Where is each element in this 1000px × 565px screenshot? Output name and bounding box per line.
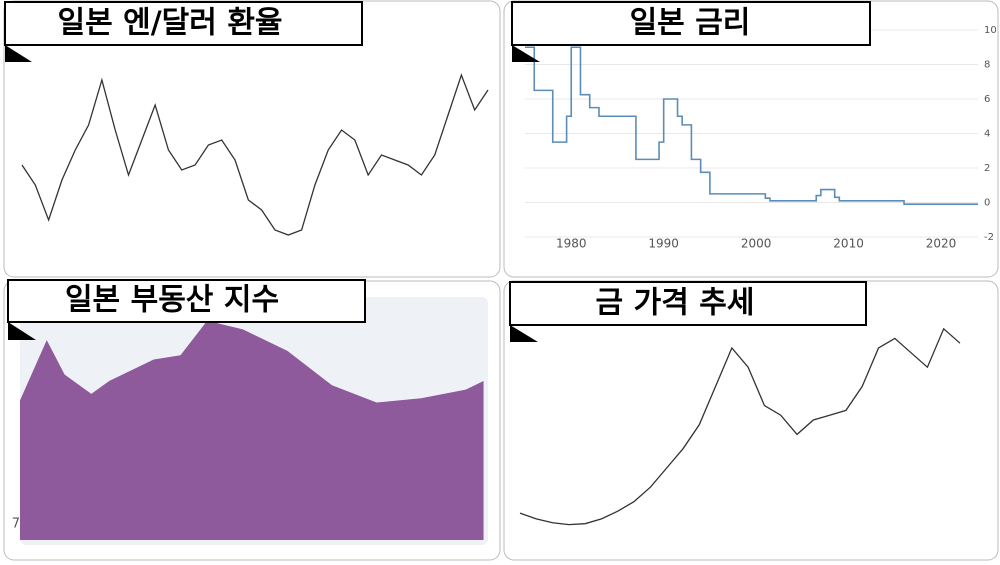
title-frame xyxy=(4,1,363,46)
rate-line xyxy=(525,46,978,206)
area xyxy=(20,320,484,540)
title-box: 일본 엔/달러 환율 xyxy=(4,1,363,62)
x-tick-label: 2010 xyxy=(833,237,864,251)
y-tick-label: -2 xyxy=(984,232,994,243)
y-tick-label: 2 xyxy=(984,163,990,174)
y-tick-label: 8 xyxy=(984,60,990,71)
corner xyxy=(8,322,36,340)
y-tick-label: 4 xyxy=(984,129,990,140)
corner xyxy=(512,45,540,62)
x-tick-label: 1990 xyxy=(648,237,679,251)
title-frame xyxy=(511,1,871,46)
chart-title: 일본 부동산 지수 xyxy=(65,283,279,318)
x-tick-label: 2020 xyxy=(926,237,957,251)
title-frame xyxy=(7,279,366,323)
chart-title: 일본 금리 xyxy=(630,6,751,41)
x-tick-label: 2000 xyxy=(741,237,772,251)
title-frame xyxy=(509,281,867,326)
y-tick-label: 6 xyxy=(984,94,990,105)
title-box: 일본 금리 xyxy=(511,1,871,62)
title-box: 금 가격 추세 xyxy=(509,281,867,342)
corner xyxy=(5,45,32,62)
price-line xyxy=(21,73,489,236)
price-line xyxy=(519,327,961,526)
chart-title: 일본 엔/달러 환율 xyxy=(57,6,282,41)
chart-title: 금 가격 추세 xyxy=(596,286,755,321)
title-box: 일본 부동산 지수 xyxy=(7,279,366,340)
marks: 198019902000201020201086420-270197519801… xyxy=(12,25,997,540)
corner xyxy=(510,325,538,342)
y-tick-label: 10 xyxy=(984,25,997,36)
x-tick-label: 1980 xyxy=(556,237,587,251)
y-tick-label: 0 xyxy=(984,198,990,209)
